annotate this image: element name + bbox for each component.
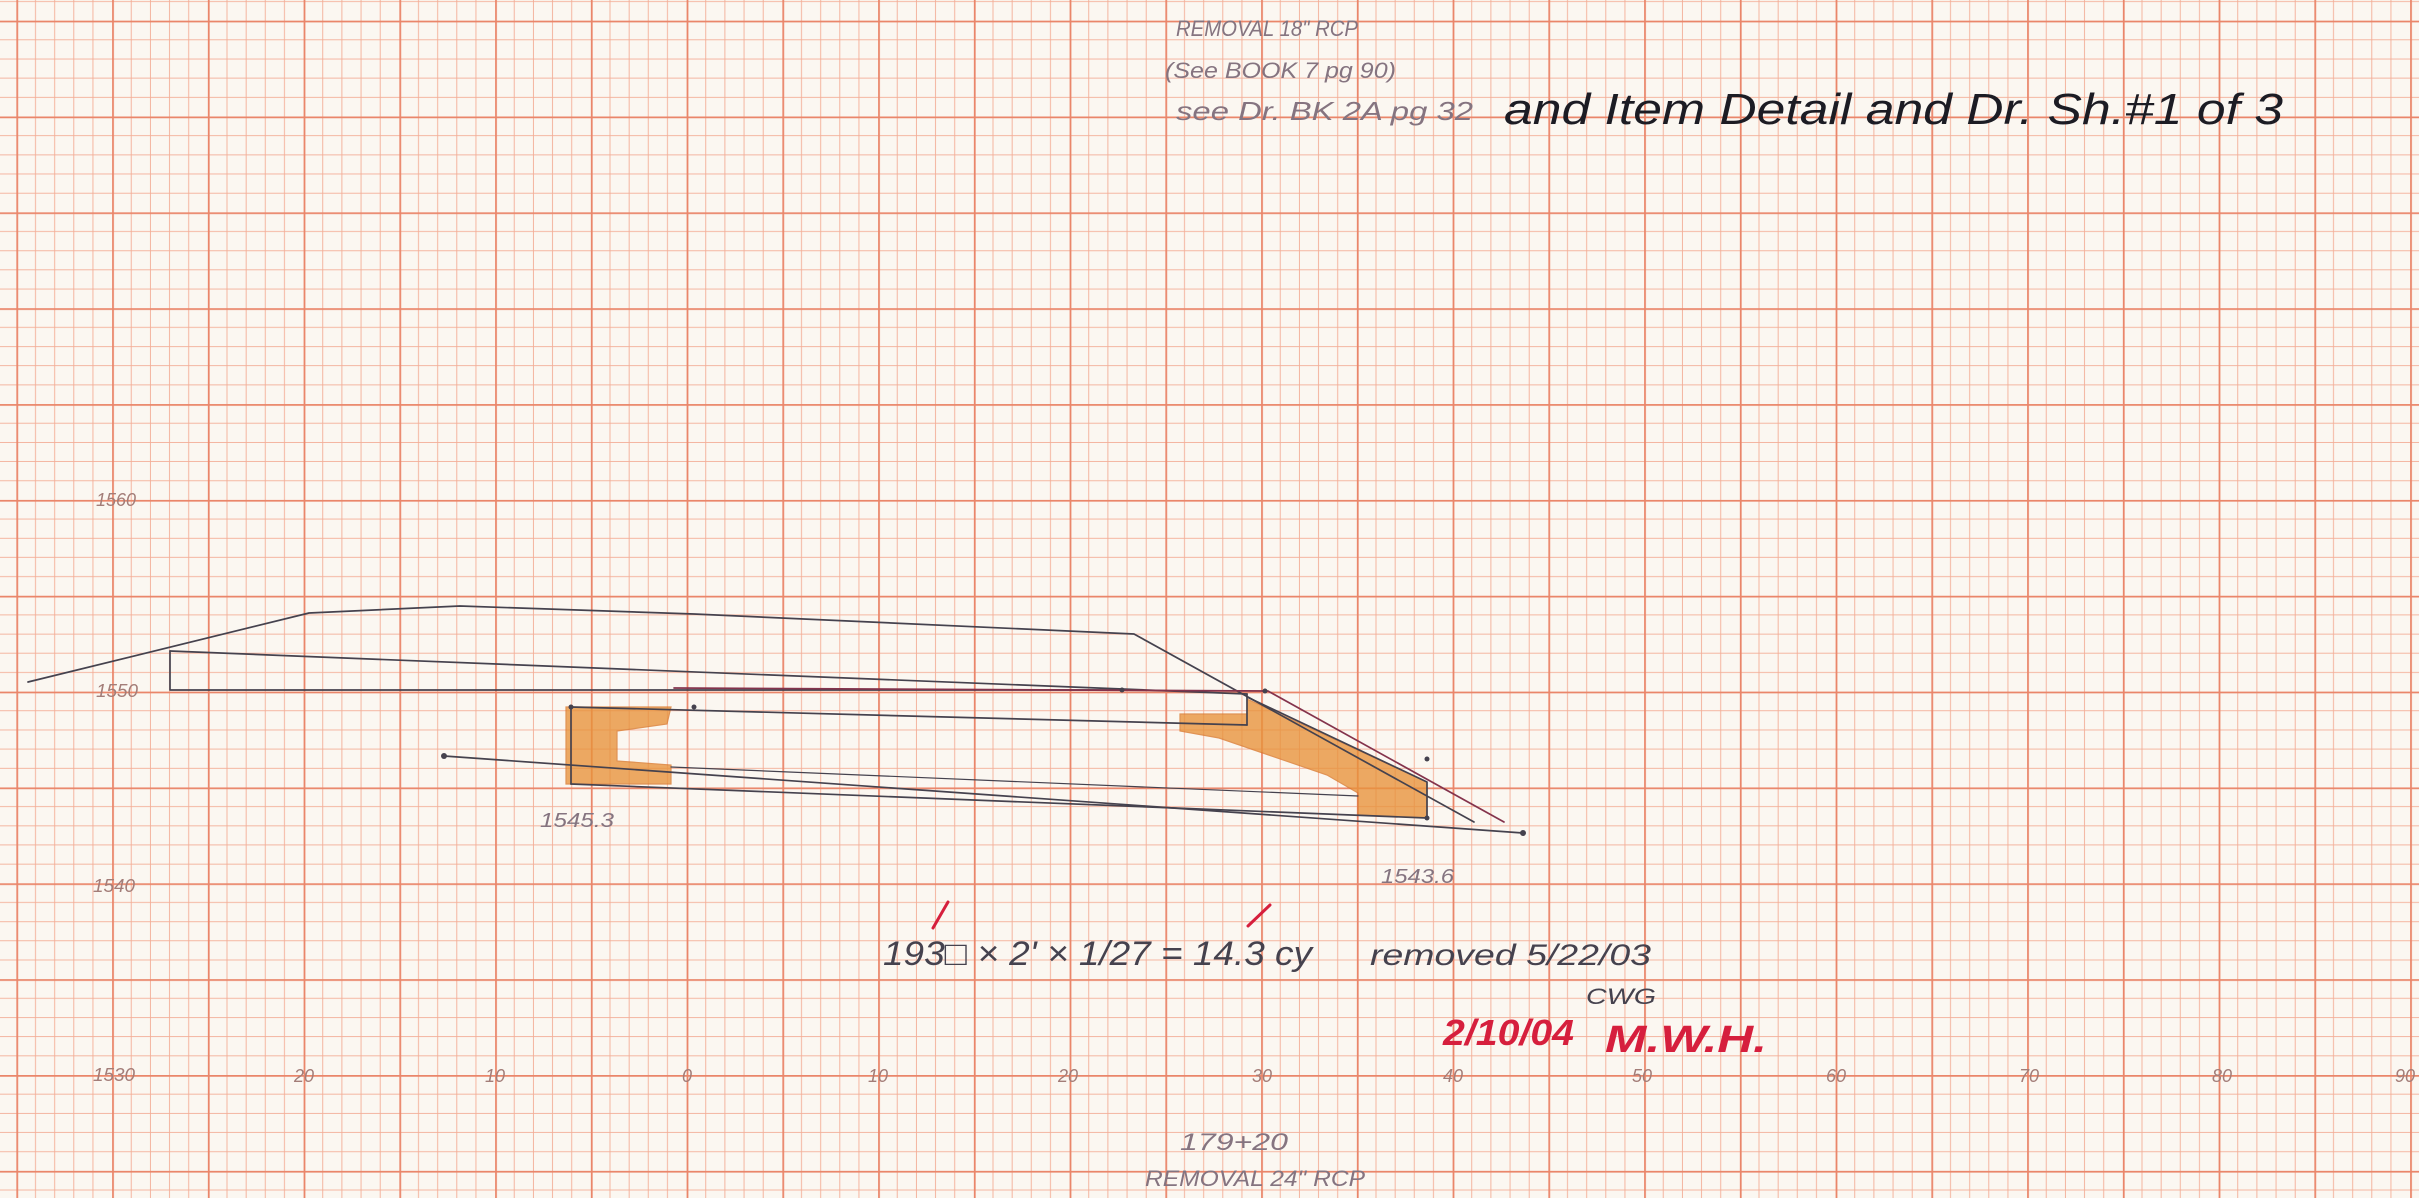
point-marker [1424, 756, 1430, 762]
note-see-book: (See BOOK 7 pg 90) [1165, 58, 1396, 83]
shaded-area-left [565, 706, 672, 785]
long-sloped-line [443, 755, 1524, 834]
point-marker [691, 704, 697, 710]
note-removal-24-rcp: REMOVAL 24" RCP [1145, 1166, 1365, 1191]
removed-note: removed 5/22/03 [1370, 939, 1651, 972]
point-marker [1262, 688, 1268, 694]
offset-label: 10 [485, 1066, 505, 1086]
point-marker [1424, 815, 1430, 821]
elevation-label: 1540 [93, 876, 135, 896]
offset-label: 20 [1057, 1066, 1078, 1086]
review-date: 2/10/04 [1442, 1012, 1574, 1053]
point-marker [1119, 687, 1125, 693]
spot-label: 1545.3 [540, 810, 614, 832]
offset-label: 90 [2395, 1066, 2415, 1086]
pipe-top-line [670, 766, 1359, 797]
offset-label: 40 [1443, 1066, 1463, 1086]
station-label: 179+20 [1180, 1129, 1289, 1156]
removed-initials: CWG [1586, 984, 1656, 1009]
offset-axis: 20 10 0 10 20 30 40 50 60 70 80 90 [293, 1066, 2415, 1086]
check-mark [931, 900, 950, 930]
offset-label: 20 [293, 1066, 314, 1086]
offset-label: 60 [1826, 1066, 1846, 1086]
offset-label: 10 [868, 1066, 888, 1086]
offset-label: 50 [1632, 1066, 1652, 1086]
review-initials: M.W.H. [1605, 1019, 1767, 1061]
pipe-bottom-line [570, 783, 1428, 819]
elevation-label: 1560 [96, 490, 136, 510]
offset-label: 80 [2212, 1066, 2232, 1086]
check-mark [1246, 903, 1272, 928]
note-see-drawing-book: see Dr. BK 2A pg 32 [1176, 96, 1474, 126]
note-removal-18-rcp: REMOVAL 18" RCP [1176, 16, 1358, 41]
elevation-label: 1550 [96, 681, 138, 701]
offset-label: 30 [1252, 1066, 1272, 1086]
offset-label: 70 [2019, 1066, 2039, 1086]
point-markers [441, 687, 1526, 836]
note-item-detail: and Item Detail and Dr. Sh.#1 of 3 [1504, 85, 2284, 134]
offset-label: 0 [682, 1066, 692, 1086]
side-slope-line [1246, 696, 1428, 819]
point-marker [441, 753, 447, 759]
quantity-calculation: 193□ × 2' × 1/27 = 14.3 cy [883, 935, 1314, 973]
surface-line [27, 605, 1475, 823]
upper-sloped-line [169, 650, 1248, 695]
spot-label: 1543.6 [1381, 866, 1455, 888]
elevation-label: 1530 [93, 1065, 135, 1085]
point-marker [568, 704, 574, 710]
maroon-section-line [673, 687, 1505, 823]
removal-top-line [570, 706, 1248, 726]
point-marker [1520, 830, 1526, 836]
left-box-outline [169, 650, 1124, 691]
